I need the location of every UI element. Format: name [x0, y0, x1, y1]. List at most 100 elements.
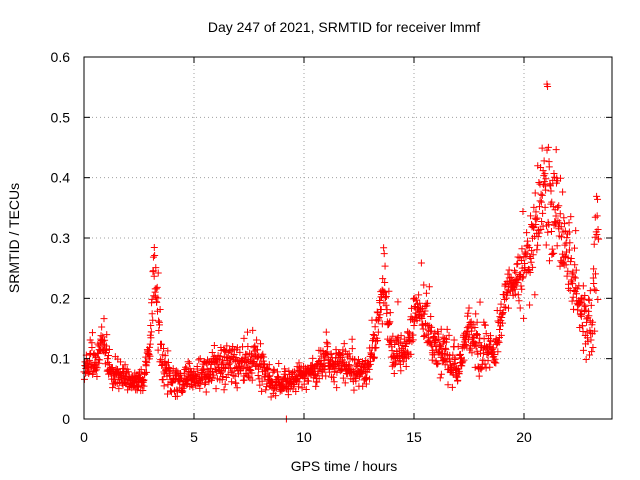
data-point [592, 270, 600, 278]
data-point [382, 292, 390, 300]
data-point [425, 283, 433, 291]
data-point [437, 325, 445, 333]
data-point [448, 383, 456, 391]
data-point [562, 261, 570, 269]
data-point [533, 246, 541, 254]
data-point [542, 175, 550, 183]
data-point [187, 368, 195, 376]
data-point [402, 343, 410, 351]
data-point [374, 337, 382, 345]
data-point [196, 384, 204, 392]
data-point [559, 188, 567, 196]
data-point [594, 226, 602, 234]
data-point [302, 385, 310, 393]
data-point [427, 312, 435, 320]
data-point [434, 359, 442, 367]
data-point [556, 262, 564, 270]
data-point [294, 383, 302, 391]
data-point [487, 337, 495, 345]
data-point [335, 350, 343, 358]
data-point [333, 384, 341, 392]
data-point [166, 366, 174, 374]
data-point [279, 381, 287, 389]
data-point [515, 297, 523, 305]
data-point [518, 245, 526, 253]
data-point [590, 240, 598, 248]
data-point [381, 279, 389, 287]
data-point [469, 320, 477, 328]
data-point [195, 356, 203, 364]
data-point [207, 376, 215, 384]
data-point [564, 254, 572, 262]
data-point [368, 349, 376, 357]
data-point [387, 338, 395, 346]
data-point [567, 278, 575, 286]
data-point [532, 215, 540, 223]
y-tick-label: 0.4 [51, 170, 71, 186]
data-point [254, 346, 262, 354]
x-tick-label: 5 [190, 429, 198, 445]
data-point [383, 306, 391, 314]
data-point [594, 195, 602, 203]
data-point [281, 368, 289, 376]
data-point [218, 368, 226, 376]
data-point [473, 318, 481, 326]
data-point [585, 295, 593, 303]
data-point [210, 341, 218, 349]
data-point [248, 369, 256, 377]
data-point [499, 309, 507, 317]
data-point [394, 298, 402, 306]
data-point [571, 261, 579, 269]
data-point [116, 358, 124, 366]
data-point [333, 368, 341, 376]
data-point [365, 365, 373, 373]
data-point [404, 349, 412, 357]
data-point [572, 227, 580, 235]
data-point [153, 283, 161, 291]
data-point [245, 373, 253, 381]
data-point [552, 146, 560, 154]
data-point [482, 364, 490, 372]
data-point [300, 380, 308, 388]
data-point [530, 203, 538, 211]
data-point [161, 352, 169, 360]
data-point [275, 374, 283, 382]
data-point [240, 376, 248, 384]
data-point [582, 355, 590, 363]
data-point [236, 348, 244, 356]
y-tick-label: 0.2 [51, 290, 71, 306]
data-point [154, 269, 162, 277]
data-point [593, 212, 601, 220]
data-point [577, 311, 585, 319]
data-point [570, 273, 578, 281]
data-point [298, 384, 306, 392]
data-point [381, 262, 389, 270]
data-point [371, 344, 379, 352]
data-point [497, 300, 505, 308]
data-point [105, 345, 113, 353]
data-point [505, 266, 513, 274]
data-point [512, 269, 520, 277]
data-point [412, 309, 420, 317]
data-point [112, 379, 120, 387]
data-point [535, 179, 543, 187]
data-point [529, 263, 537, 271]
data-point [540, 157, 548, 165]
data-point [184, 377, 192, 385]
data-point [189, 383, 197, 391]
data-point [481, 321, 489, 329]
data-point [186, 382, 194, 390]
data-point [571, 274, 579, 282]
data-point [419, 325, 427, 333]
data-point [359, 382, 367, 390]
data-point [138, 375, 146, 383]
data-point [348, 335, 356, 343]
data-point [194, 370, 202, 378]
data-point [392, 358, 400, 366]
data-point [537, 198, 545, 206]
data-point [88, 329, 96, 337]
data-point [324, 340, 332, 348]
data-point [451, 356, 459, 364]
data-point [558, 233, 566, 241]
